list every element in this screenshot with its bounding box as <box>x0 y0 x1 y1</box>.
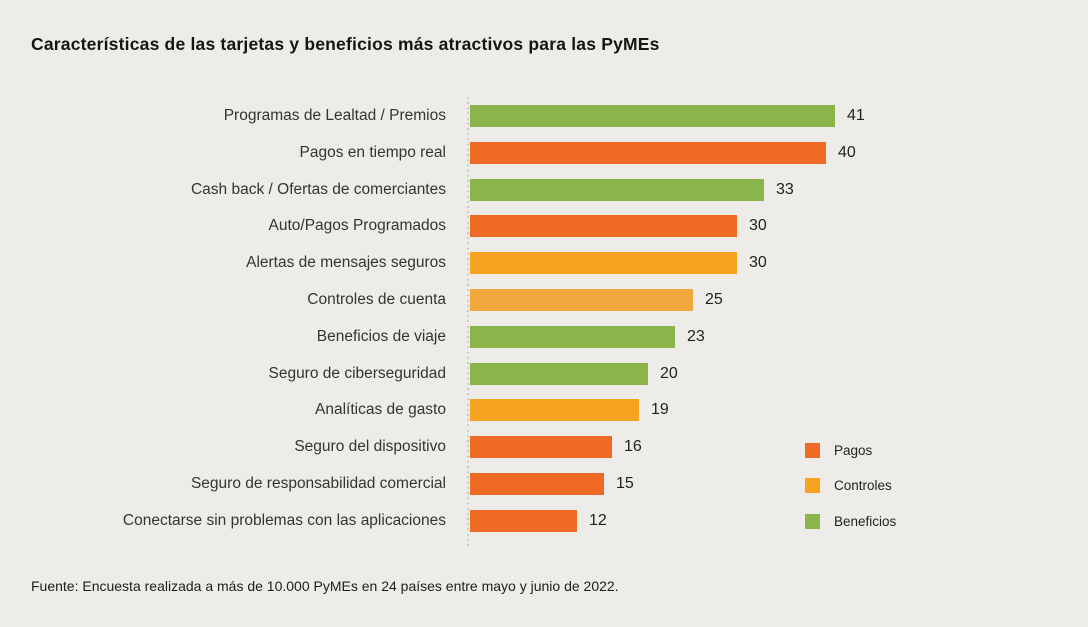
legend-item-controles: Controles <box>805 478 896 494</box>
category-label: Seguro de ciberseguridad <box>268 364 446 382</box>
bar-row: Programas de Lealtad / Premios 41 <box>0 105 1088 127</box>
value-label: 12 <box>589 511 607 529</box>
bar-beneficios <box>470 362 648 385</box>
legend: Pagos Controles Beneficios <box>805 442 896 549</box>
category-label: Conectarse sin problemas con las aplicac… <box>122 511 446 529</box>
bar-controles <box>470 288 693 311</box>
source-note: Fuente: Encuesta realizada a más de 10.0… <box>31 578 619 594</box>
bar-controles <box>470 399 639 422</box>
y-axis-baseline <box>467 97 469 546</box>
bar-pagos <box>470 436 612 459</box>
legend-swatch-controles <box>805 478 820 493</box>
category-label: Seguro del dispositivo <box>294 438 446 456</box>
value-label: 16 <box>624 438 642 456</box>
category-label: Alertas de mensajes seguros <box>246 254 446 272</box>
value-label: 23 <box>687 327 705 345</box>
category-label: Beneficios de viaje <box>316 327 446 345</box>
bar-row: Controles de cuenta 25 <box>0 288 1088 311</box>
category-label: Pagos en tiempo real <box>299 143 446 161</box>
value-label: 20 <box>660 364 678 382</box>
bar-row: Seguro de ciberseguridad 20 <box>0 362 1088 385</box>
value-label: 15 <box>616 474 634 492</box>
chart-title: Características de las tarjetas y benefi… <box>31 34 660 54</box>
legend-item-pagos: Pagos <box>805 442 896 458</box>
value-label: 19 <box>651 401 669 419</box>
bar-chart-rows: Programas de Lealtad / Premios 41 Pagos en… <box>0 105 1088 547</box>
legend-label: Pagos <box>834 442 873 458</box>
category-label: Programas de Lealtad / Premios <box>223 107 446 124</box>
value-label: 40 <box>838 143 856 161</box>
bar-beneficios <box>470 105 835 127</box>
bar-row: Cash back / Ofertas de comerciantes 33 <box>0 178 1088 201</box>
category-label: Seguro de responsabilidad comercial <box>190 474 446 492</box>
value-label: 41 <box>847 107 865 124</box>
legend-swatch-beneficios <box>805 513 820 529</box>
bar-pagos <box>470 141 826 164</box>
bar-row: Beneficios de viaje 23 <box>0 325 1088 348</box>
bar-beneficios <box>470 325 675 348</box>
bar-row: Pagos en tiempo real 40 <box>0 141 1088 164</box>
legend-label: Beneficios <box>834 513 897 529</box>
bar-row: Seguro de responsabilidad comercial 15 <box>0 472 1088 495</box>
value-label: 30 <box>749 254 767 272</box>
bar-row: Seguro del dispositivo 16 <box>0 436 1088 459</box>
legend-label: Controles <box>834 478 892 493</box>
bar-controles <box>470 252 737 275</box>
bar-row: Alertas de mensajes seguros 30 <box>0 252 1088 275</box>
value-label: 30 <box>749 217 767 235</box>
bar-pagos <box>470 215 737 238</box>
bar-beneficios <box>470 178 764 201</box>
category-label: Controles de cuenta <box>307 290 446 308</box>
value-label: 33 <box>776 180 794 198</box>
bar-row: Conectarse sin problemas con las aplicac… <box>0 509 1088 532</box>
legend-item-beneficios: Beneficios <box>805 513 896 529</box>
bar-pagos <box>470 472 604 495</box>
bar-pagos <box>470 509 577 532</box>
bar-row: Auto/Pagos Programados 30 <box>0 215 1088 238</box>
legend-swatch-pagos <box>805 442 820 458</box>
bar-row: Analíticas de gasto 19 <box>0 399 1088 422</box>
category-label: Cash back / Ofertas de comerciantes <box>190 180 446 198</box>
value-label: 25 <box>705 290 723 308</box>
category-label: Analíticas de gasto <box>315 401 446 419</box>
category-label: Auto/Pagos Programados <box>268 217 447 235</box>
